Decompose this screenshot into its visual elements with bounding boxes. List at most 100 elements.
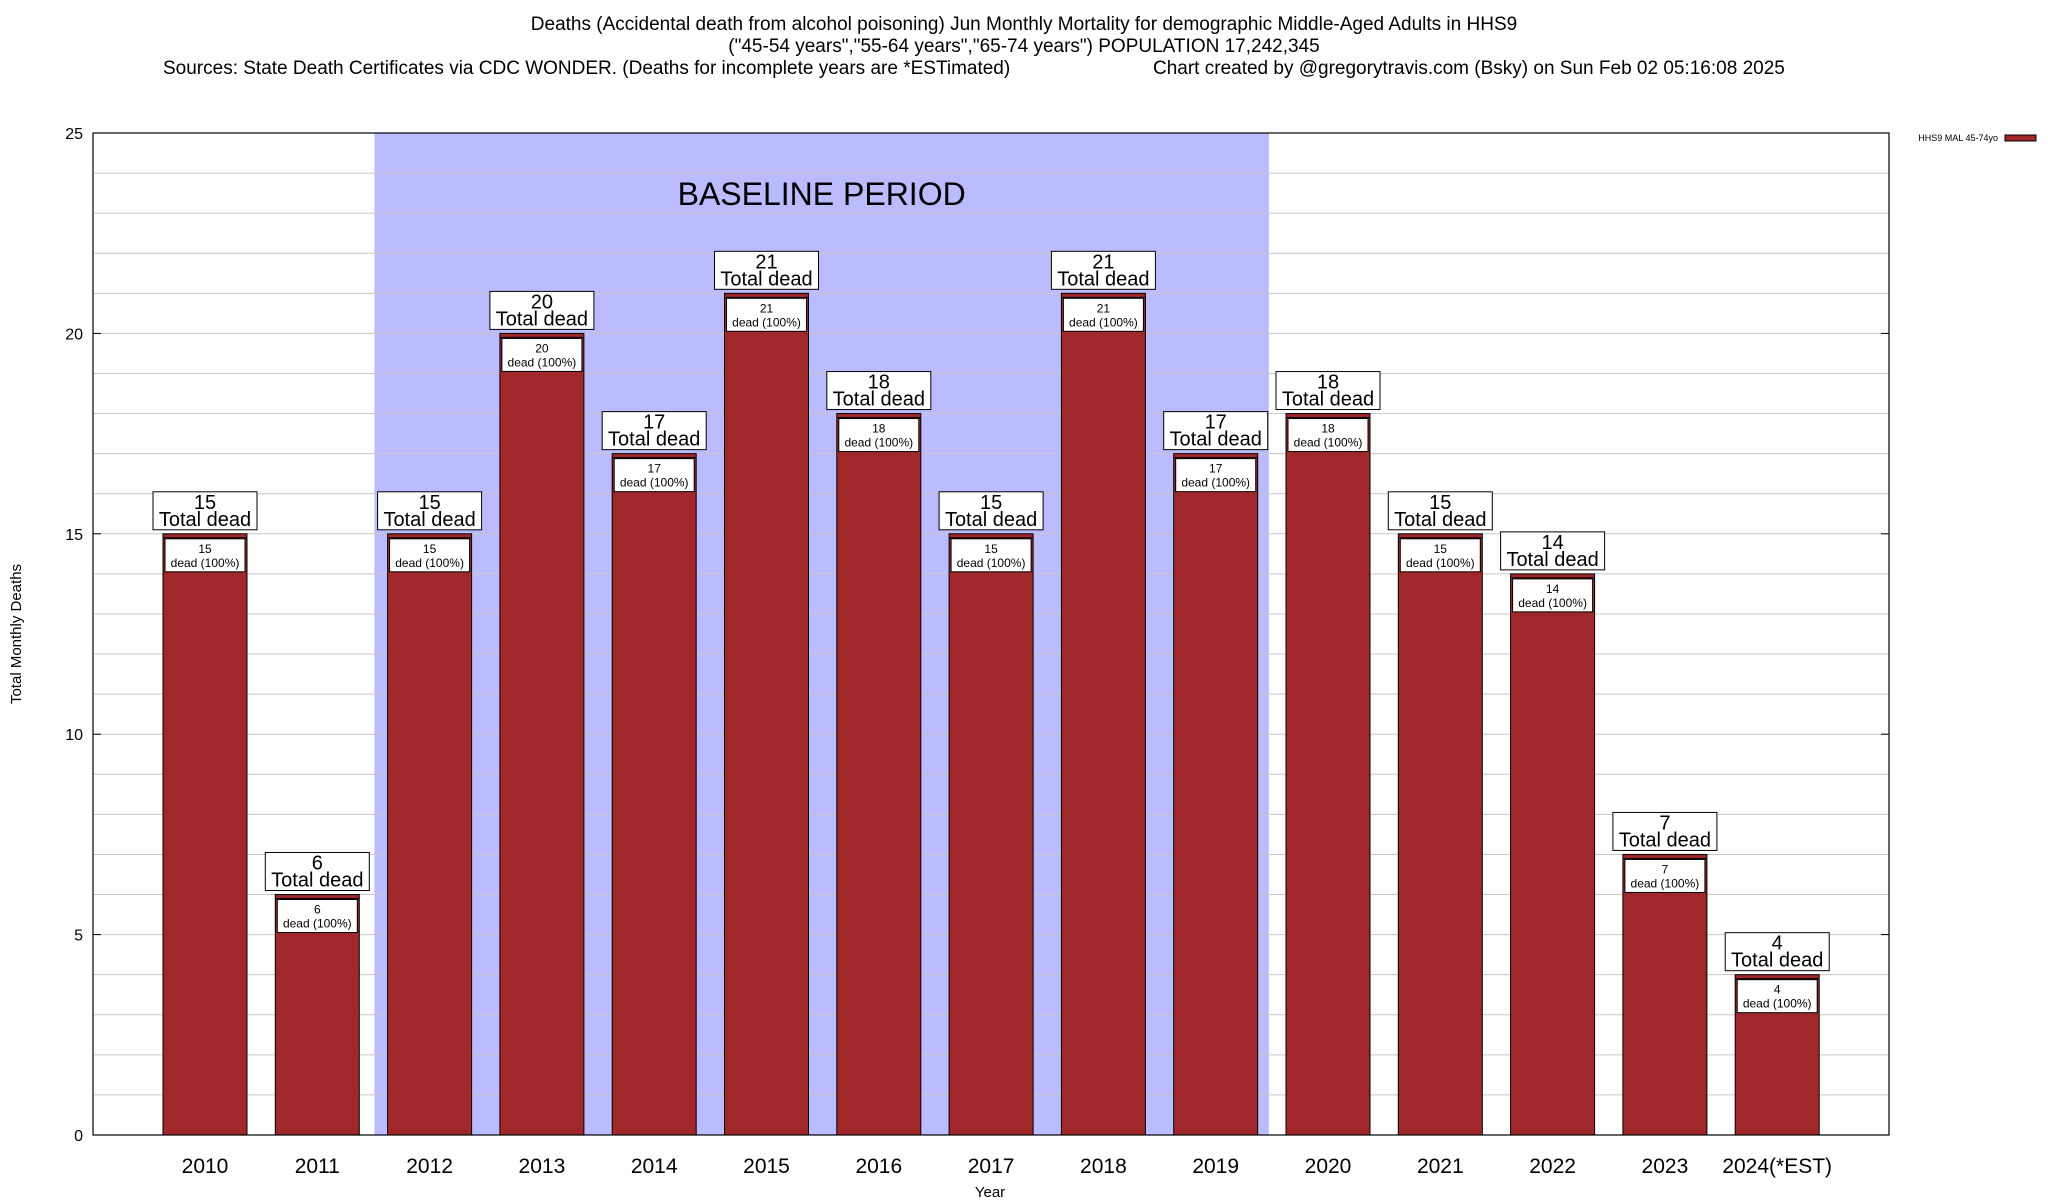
total-label-box	[1500, 531, 1606, 571]
x-tick-label: 2023	[1642, 1155, 1689, 1178]
x-axis-label: Year	[975, 1184, 1005, 1200]
total-label-box	[1612, 811, 1718, 851]
total-label-value: 15	[980, 492, 1002, 514]
total-label-text: Total dead	[833, 389, 925, 411]
total-label-text: Total dead	[945, 509, 1037, 531]
total-label-value: 15	[1429, 492, 1451, 514]
segment-label-box	[501, 337, 583, 372]
total-label-box	[264, 852, 370, 892]
total-label-value: 18	[1317, 372, 1339, 394]
bar	[1285, 413, 1371, 1136]
segment-label-text: dead (100%)	[1181, 476, 1250, 490]
x-tick-label: 2010	[182, 1155, 229, 1178]
segment-label-text: dead (100%)	[1294, 436, 1363, 450]
segment-label-box	[1399, 538, 1481, 573]
segment-label-value: 17	[648, 462, 662, 476]
bar	[274, 894, 360, 1136]
segment-label-box	[613, 458, 695, 493]
y-tick-label: 20	[65, 326, 83, 343]
x-tick-label: 2015	[743, 1155, 790, 1178]
segment-label-value: 4	[1774, 983, 1781, 997]
segment-label-box	[1512, 578, 1594, 613]
segment-label-value: 17	[1209, 462, 1223, 476]
total-label-text: Total dead	[271, 870, 363, 892]
total-label-text: Total dead	[159, 509, 251, 531]
segment-label-box	[1175, 458, 1257, 493]
x-tick-label: 2021	[1417, 1155, 1464, 1178]
total-label-value: 20	[531, 291, 553, 313]
total-label-value: 15	[194, 492, 216, 514]
total-label-value: 6	[312, 853, 323, 875]
x-tick-label: 2019	[1192, 1155, 1239, 1178]
segment-label-box	[1624, 858, 1706, 893]
x-tick-label: 2020	[1305, 1155, 1352, 1178]
segment-label-value: 21	[1097, 301, 1111, 315]
x-tick-label: 2017	[968, 1155, 1015, 1178]
segment-label-value: 15	[1434, 542, 1448, 556]
total-label-box	[1275, 371, 1381, 411]
x-tick-label: 2012	[406, 1155, 453, 1178]
y-tick-label: 0	[74, 1128, 83, 1145]
segment-label-box	[1062, 297, 1144, 332]
total-label-box	[1163, 411, 1269, 451]
total-label-value: 18	[868, 372, 890, 394]
total-label-text: Total dead	[608, 429, 700, 451]
total-label-text: Total dead	[720, 268, 812, 290]
segment-label-box	[1736, 979, 1818, 1014]
bar	[948, 533, 1034, 1136]
bar	[499, 332, 585, 1136]
segment-label-text: dead (100%)	[732, 315, 801, 329]
segment-label-text: dead (100%)	[283, 917, 352, 931]
segment-label-box	[726, 297, 807, 332]
x-tick-label: 2024(*EST)	[1722, 1155, 1832, 1178]
total-label-box	[826, 371, 932, 411]
bar	[1060, 292, 1146, 1136]
segment-label-text: dead (100%)	[844, 436, 913, 450]
x-tick-label: 2014	[631, 1155, 678, 1178]
segment-label-box	[838, 418, 920, 453]
total-label-value: 17	[1205, 412, 1227, 434]
total-label-box	[601, 411, 707, 451]
total-label-value: 4	[1772, 933, 1783, 955]
baseline-period-label: BASELINE PERIOD	[678, 176, 966, 212]
bar	[1173, 453, 1259, 1136]
total-label-box	[152, 491, 258, 531]
segment-label-value: 14	[1546, 582, 1560, 596]
x-tick-label: 2016	[855, 1155, 902, 1178]
total-label-text: Total dead	[1619, 829, 1711, 851]
x-tick-label: 2011	[295, 1155, 340, 1178]
total-label-text: Total dead	[1506, 549, 1598, 571]
bar	[1622, 853, 1708, 1136]
bar	[836, 413, 922, 1136]
total-label-box	[377, 491, 483, 531]
legend-swatch	[2004, 134, 2037, 142]
segment-label-box	[389, 538, 471, 573]
segment-label-text: dead (100%)	[1518, 596, 1587, 610]
segment-label-text: dead (100%)	[1406, 556, 1475, 570]
segment-label-text: dead (100%)	[1743, 997, 1812, 1011]
legend-label: HHS9 MAL 45-74yo	[1918, 133, 1998, 143]
segment-label-text: dead (100%)	[171, 556, 240, 570]
x-tick-label: 2022	[1529, 1155, 1576, 1178]
chart-title: Deaths (Accidental death from alcohol po…	[530, 14, 1518, 35]
y-tick-label: 10	[65, 727, 83, 744]
y-tick-label: 5	[74, 928, 83, 945]
plot-border	[92, 132, 1890, 1136]
chart-credit: Chart created by @gregorytravis.com (Bsk…	[1153, 58, 1785, 79]
segment-label-text: dead (100%)	[957, 556, 1026, 570]
segment-label-text: dead (100%)	[620, 476, 689, 490]
total-label-box	[938, 491, 1044, 531]
total-label-box	[489, 290, 595, 330]
segment-label-value: 18	[872, 422, 886, 436]
segment-label-value: 20	[535, 341, 549, 355]
segment-label-text: dead (100%)	[1069, 315, 1138, 329]
segment-label-text: dead (100%)	[1631, 876, 1700, 890]
total-label-value: 14	[1541, 532, 1563, 554]
y-axis-label: Total Monthly Deaths	[8, 564, 25, 704]
total-label-value: 7	[1659, 812, 1670, 834]
total-label-text: Total dead	[1170, 429, 1262, 451]
bar	[162, 533, 248, 1136]
x-tick-label: 2018	[1080, 1155, 1127, 1178]
segment-label-value: 7	[1662, 862, 1669, 876]
